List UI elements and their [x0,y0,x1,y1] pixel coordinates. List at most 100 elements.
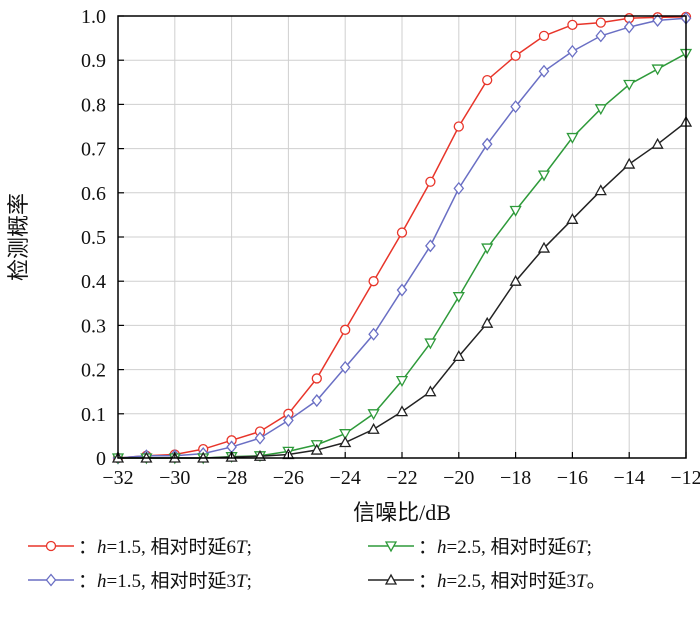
data-point [395,375,409,387]
y-tick-label: 0.3 [81,315,106,337]
legend-label-part: ; [587,537,592,558]
data-point [567,44,578,58]
data-point [481,243,494,255]
legend-item-4: ：h=2.5, 相对时延3T。 [368,570,606,592]
data-point [595,17,606,28]
data-point [538,30,550,42]
legend-marker [45,573,57,587]
x-tick-label: −20 [443,467,474,489]
legend-label-part: ： [78,537,97,558]
data-point [538,64,550,78]
data-point [481,316,494,328]
legend-label-part: =1.5, 相对时延3 [107,570,236,592]
legend-marker [384,541,398,553]
x-tick-label: −14 [614,467,645,489]
data-point [566,132,579,144]
legend-label-part: T [236,537,248,558]
data-point [367,409,380,421]
data-point [339,429,352,441]
y-tick-label: 0.5 [81,227,106,249]
y-tick-label: 0.9 [81,50,106,72]
data-point [595,29,607,43]
data-point [623,79,636,91]
y-tick-label: 0.6 [81,183,106,205]
x-tick-label: −16 [557,467,588,489]
y-tick-label: 0.7 [81,139,106,161]
data-point [623,157,636,169]
data-point [424,338,437,350]
data-point [311,373,322,384]
data-point [396,227,408,238]
x-tick-label: −12 [670,467,700,489]
x-tick-label: −32 [102,467,133,489]
data-point [453,121,464,132]
legend-marker [384,573,398,585]
legend-label: ：h=1.5, 相对时延3T; [78,570,252,592]
x-tick-label: −22 [386,467,417,489]
y-axis-label: 检测概率 [6,193,31,281]
data-point [452,292,465,304]
legend-label-part: =2.5, 相对时延6 [447,536,576,558]
data-point [594,184,607,196]
data-point [452,350,465,361]
legend-label-part: h [437,537,447,558]
legend-label-part: h [97,537,107,558]
x-tick-label: −18 [500,467,531,489]
legend-marker [45,540,57,552]
data-point [254,431,266,445]
data-point [594,104,607,116]
legend-label: ：h=2.5, 相对时延6T; [418,536,592,558]
legend-label: ：h=1.5, 相对时延6T; [78,536,252,558]
legend-label-part: h [437,571,447,592]
x-tick-label: −24 [330,467,361,489]
legend-label-part: 。 [587,571,606,592]
data-point [510,100,521,114]
legend-item-2: ：h=1.5, 相对时延3T; [28,570,252,592]
data-point [395,405,409,417]
data-point [339,360,351,374]
legend-item-1: ：h=1.5, 相对时延6T; [28,536,252,558]
data-point [283,413,294,427]
legend-label-part: ： [78,571,97,592]
y-tick-label: 1.0 [81,6,106,28]
data-point [652,13,663,27]
data-point [510,50,521,61]
data-point [368,327,379,341]
data-point [424,385,437,397]
x-tick-label: −30 [159,467,190,489]
legend-label-part: =2.5, 相对时延3 [447,570,576,592]
x-tick-label: −26 [273,467,304,489]
y-tick-label: 0 [96,448,106,470]
axis-ticks: −32 −30 −28 −26 −24 −22 −20 −18 −16 −14 −12 0 0.1 0.2… [81,6,700,489]
data-point [567,19,578,30]
data-point [482,74,493,86]
legend-label-part: h [97,571,107,592]
legend-label-part: =1.5, 相对时延6 [107,536,236,558]
data-point [453,181,465,195]
data-point [367,422,380,434]
y-tick-label: 0.8 [81,94,106,116]
data-point [339,436,352,448]
legend-label-part: T [576,537,588,558]
y-tick-label: 0.1 [81,404,106,426]
x-axis-label: 信噪比/dB [353,500,451,525]
data-point [425,176,436,187]
legend-item-3: ：h=2.5, 相对时延6T; [368,536,592,558]
legend-label-part: T [576,571,588,592]
legend-label-part: ; [247,537,252,558]
series-4 [111,115,693,463]
data-point [396,283,408,297]
data-point [566,212,579,224]
legend-label-part: ; [247,571,252,592]
data-point [623,20,635,34]
y-tick-label: 0.2 [81,360,106,382]
data-point [425,239,436,253]
data-point [651,137,664,149]
legend-label-part: ： [418,571,437,592]
legend: ：h=1.5, 相对时延6T; ：h=2.5, 相对时延6T;：h=1.5, 相对… [28,536,606,592]
legend-label: ：h=2.5, 相对时延3T。 [418,570,606,592]
data-point [310,443,323,455]
data-point [481,137,493,151]
data-point [651,64,664,76]
y-tick-label: 0.4 [81,271,106,293]
